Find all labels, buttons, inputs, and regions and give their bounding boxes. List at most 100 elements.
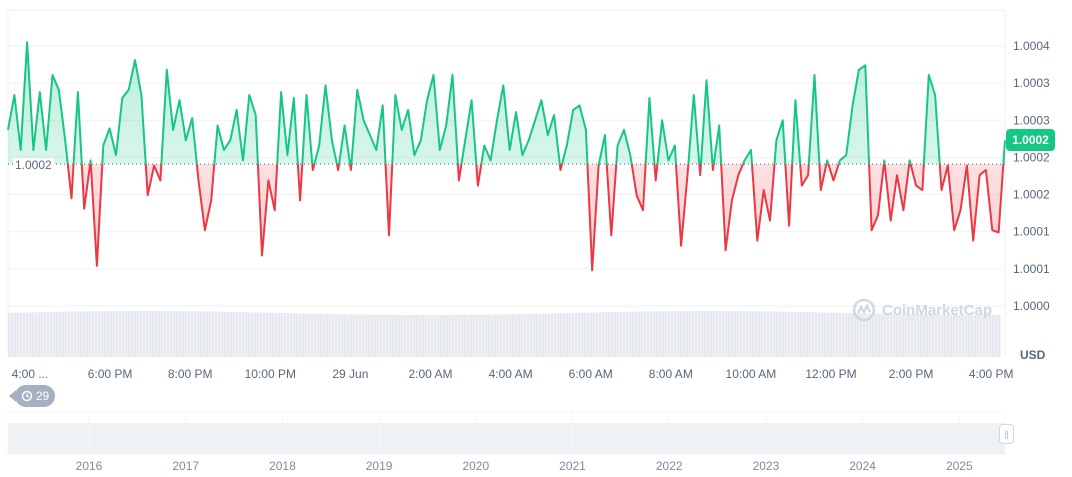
volume-bar: [761, 311, 764, 357]
volume-bar: [359, 314, 362, 357]
volume-bar: [830, 312, 833, 357]
volume-bar: [806, 312, 809, 357]
volume-bar: [704, 311, 707, 357]
volume-bar: [671, 311, 674, 357]
volume-bar: [473, 314, 476, 357]
volume-bar: [722, 311, 725, 357]
volume-bar: [866, 313, 869, 357]
volume-bar: [278, 312, 281, 357]
volume-bar: [101, 311, 104, 357]
volume-bar: [827, 312, 830, 357]
volume-bar: [167, 311, 170, 357]
volume-bar: [677, 311, 680, 357]
volume-bar: [518, 314, 521, 357]
volume-bar: [812, 312, 815, 357]
volume-bar: [209, 311, 212, 357]
volume-bar: [926, 314, 929, 357]
volume-bar: [215, 311, 218, 357]
navigator-handle[interactable]: ||: [999, 424, 1014, 444]
volume-bar: [347, 314, 350, 357]
volume-bar: [323, 313, 326, 357]
volume-bar: [53, 311, 56, 357]
volume-bar: [488, 314, 491, 357]
volume-bar: [746, 311, 749, 357]
volume-bar: [599, 312, 602, 357]
volume-bar: [95, 311, 98, 357]
volume-bar: [200, 311, 203, 357]
volume-bar: [629, 311, 632, 357]
volume-bar: [317, 313, 320, 357]
current-price-badge: 1.0002: [1006, 129, 1055, 151]
volume-bar: [272, 312, 275, 357]
x-tick-label: 6:00 PM: [88, 367, 133, 381]
volume-bar: [368, 314, 371, 357]
volume-bar: [662, 311, 665, 357]
volume-bar: [764, 311, 767, 357]
volume-bar: [113, 311, 116, 357]
volume-bar: [587, 312, 590, 357]
volume-bar: [248, 312, 251, 357]
volume-bar: [917, 314, 920, 357]
volume-bar: [263, 312, 266, 357]
volume-bar: [563, 313, 566, 357]
volume-bar: [476, 314, 479, 357]
volume-bar: [155, 311, 158, 357]
volume-bar: [50, 311, 53, 357]
volume-bar: [305, 313, 308, 357]
volume-bar: [803, 312, 806, 357]
volume-bar: [509, 314, 512, 357]
volume-bar: [617, 311, 620, 357]
volume-bar: [734, 311, 737, 357]
volume-bar: [257, 312, 260, 357]
history-badge[interactable]: 29: [9, 385, 55, 407]
volume-bar: [239, 312, 242, 357]
volume-bar: [107, 311, 110, 357]
volume-bar: [290, 313, 293, 357]
history-icon: [21, 390, 33, 402]
volume-bar: [845, 312, 848, 357]
history-count: 29: [35, 389, 50, 403]
volume-bar: [401, 314, 404, 357]
volume-bar: [929, 314, 932, 357]
volume-bar: [593, 312, 596, 357]
volume-bar: [842, 312, 845, 357]
area-fill-down: [67, 164, 1004, 271]
volume-bar: [125, 311, 128, 357]
volume-bar: [35, 312, 38, 357]
volume-bar: [725, 311, 728, 357]
volume-bar: [557, 313, 560, 357]
volume-bar: [839, 312, 842, 357]
volume-bar: [143, 311, 146, 357]
volume-bar: [920, 314, 923, 357]
volume-bar: [821, 312, 824, 357]
volume-bar: [884, 313, 887, 357]
volume-bar: [647, 311, 650, 357]
y-tick-label: 1.0002: [1013, 188, 1050, 202]
volume-bar: [266, 312, 269, 357]
volume-bar: [137, 311, 140, 357]
volume-bar: [353, 314, 356, 357]
volume-bar: [890, 313, 893, 357]
volume-bar: [374, 314, 377, 357]
volume-bar: [383, 314, 386, 357]
volume-bar: [788, 311, 791, 357]
volume-bar: [11, 312, 14, 357]
volume-bar: [998, 314, 1001, 357]
volume-bar: [14, 312, 17, 357]
volume-bar: [335, 314, 338, 357]
volume-bar: [731, 311, 734, 357]
area-fill-up: [8, 42, 1005, 165]
y-tick-label: 1.0001: [1013, 225, 1050, 239]
volume-bar: [449, 314, 452, 357]
volume-bar: [911, 314, 914, 357]
volume-bar: [320, 313, 323, 357]
volume-bar: [392, 314, 395, 357]
volume-bar: [440, 314, 443, 357]
volume-bar: [485, 314, 488, 357]
volume-bar: [545, 313, 548, 357]
volume-bar: [644, 311, 647, 357]
volume-bar: [332, 314, 335, 357]
volume-bar: [983, 314, 986, 357]
